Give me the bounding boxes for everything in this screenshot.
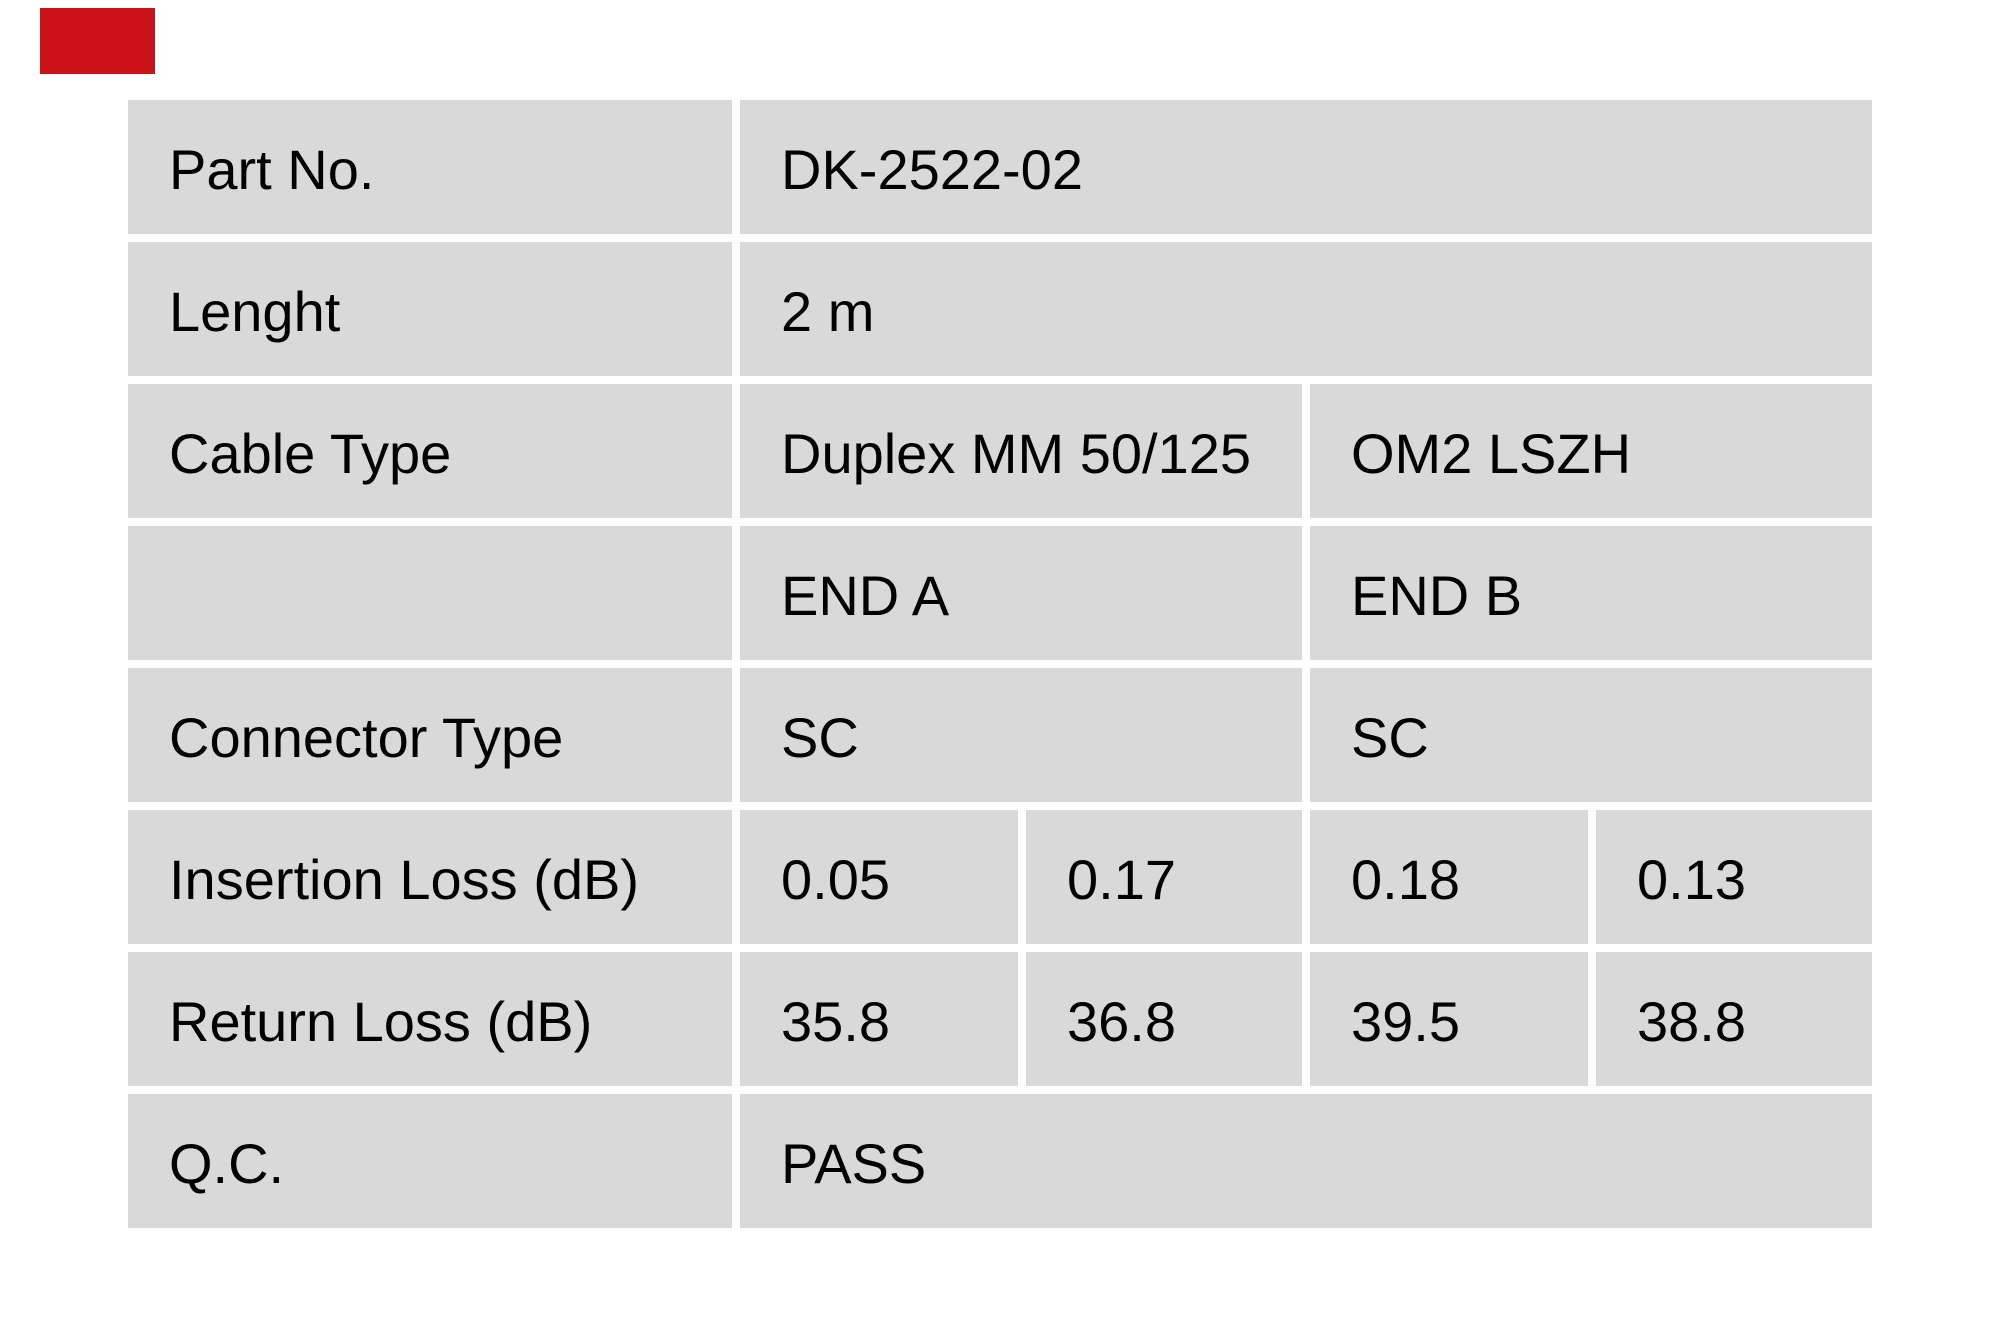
value-cell: 0.05	[740, 810, 1018, 944]
value-cell: SC	[1310, 668, 1872, 802]
value-cell: DK-2522-02	[740, 100, 1872, 234]
row-label: Cable Type	[128, 384, 732, 518]
value-cell: 38.8	[1596, 952, 1872, 1086]
value-cell: 0.17	[1026, 810, 1302, 944]
row-label: Part No.	[128, 100, 732, 234]
value-cell: 0.13	[1596, 810, 1872, 944]
value-cell: 0.18	[1310, 810, 1588, 944]
value-cell: 36.8	[1026, 952, 1302, 1086]
row-label: Return Loss (dB)	[128, 952, 732, 1086]
row-label-empty	[128, 526, 732, 660]
row-label: Insertion Loss (dB)	[128, 810, 732, 944]
value-cell: END A	[740, 526, 1302, 660]
value-cell: 35.8	[740, 952, 1018, 1086]
value-cell: Duplex MM 50/125	[740, 384, 1302, 518]
value-cell: 39.5	[1310, 952, 1588, 1086]
value-cell: 2 m	[740, 242, 1872, 376]
qc-table: Part No. DK-2522-02 Lenght 2 m Cable Type Dup…	[128, 100, 1872, 1228]
red-marker	[40, 8, 155, 74]
value-cell: END B	[1310, 526, 1872, 660]
row-label: Lenght	[128, 242, 732, 376]
value-cell: OM2 LSZH	[1310, 384, 1872, 518]
value-cell: PASS	[740, 1094, 1872, 1228]
row-label: Connector Type	[128, 668, 732, 802]
value-cell: SC	[740, 668, 1302, 802]
row-label: Q.C.	[128, 1094, 732, 1228]
